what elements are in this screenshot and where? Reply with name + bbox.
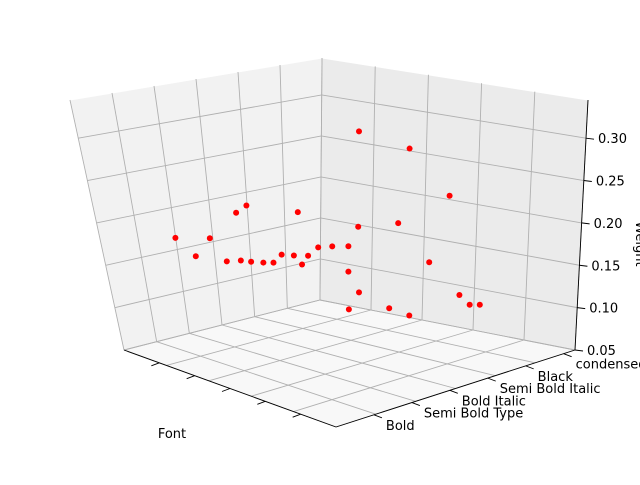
data-point [406, 312, 413, 319]
data-point [345, 268, 352, 275]
data-point [248, 258, 255, 265]
data-point [192, 253, 199, 260]
data-point [290, 252, 297, 259]
grid-line [472, 83, 483, 331]
data-point [243, 202, 250, 209]
y-tick [525, 365, 534, 370]
grid-line [87, 135, 584, 181]
grid-line [153, 85, 190, 334]
z-tick-label: 0.10 [589, 302, 618, 317]
grid-line [123, 299, 576, 351]
z-tick-label: 0.20 [594, 217, 623, 232]
y-tick [487, 377, 496, 382]
x-tick [221, 388, 231, 392]
y-axis-line [335, 349, 576, 428]
data-point [456, 291, 463, 298]
data-points [172, 128, 483, 319]
z-tick-label: 0.30 [598, 132, 627, 147]
data-point [446, 192, 453, 199]
z-tick [585, 137, 595, 140]
y-tick [563, 353, 572, 358]
grid-line [96, 176, 582, 224]
x-tick [292, 413, 301, 418]
y-tick-label: Bold Italic [462, 394, 526, 409]
data-point [476, 301, 483, 308]
data-point [466, 301, 473, 308]
grid-line [421, 74, 429, 321]
z-tick-label: 0.05 [587, 344, 616, 359]
x-axis-label: Font [158, 427, 186, 442]
y-tick [373, 414, 383, 419]
grid-line [293, 339, 525, 413]
grid-line [105, 217, 580, 266]
grid-line [254, 316, 496, 377]
data-point [329, 243, 336, 250]
x-tick [257, 400, 266, 405]
grid-line [166, 309, 372, 366]
y-tick-label: Bold [386, 419, 415, 434]
grid-line [237, 71, 256, 317]
x-tick [151, 362, 160, 367]
x-tick [186, 375, 195, 380]
data-point [299, 261, 306, 268]
grid-line [287, 307, 536, 364]
back-wall-pane [319, 57, 589, 351]
y-tick-label: Semi Bold Type [424, 407, 523, 422]
grid-line [69, 99, 125, 351]
z-axis-line [574, 99, 589, 351]
grid-line [195, 78, 223, 326]
z-tick [577, 307, 586, 310]
y-tick [449, 389, 458, 394]
data-point [233, 209, 240, 216]
grid-line [208, 319, 423, 382]
data-point [172, 234, 179, 241]
grid-line [523, 91, 536, 341]
grid-line [319, 57, 323, 301]
z-tick-label: 0.25 [596, 175, 625, 190]
data-point [355, 223, 362, 230]
data-point [406, 145, 413, 152]
data-point [270, 259, 277, 266]
data-point [206, 235, 213, 242]
axis-panes [69, 57, 589, 428]
data-point [223, 258, 230, 265]
grid-line [279, 64, 288, 309]
z-tick [579, 264, 588, 267]
data-point [237, 257, 244, 264]
data-point [315, 244, 322, 251]
grid-line [111, 92, 158, 342]
y-tick-label: Black [538, 370, 574, 385]
y-tick [411, 402, 421, 406]
data-point [305, 252, 312, 259]
y-tick-label: condensed bold [576, 358, 640, 373]
data-point [260, 259, 267, 266]
z-tick [583, 180, 592, 182]
data-point [278, 251, 285, 258]
data-point [356, 289, 362, 296]
z-tick [574, 349, 584, 352]
grid-line [251, 329, 474, 397]
data-point [356, 128, 362, 135]
z-tick [581, 222, 590, 225]
data-point [395, 220, 402, 227]
data-point [345, 243, 352, 250]
z-tick-label: 0.15 [591, 259, 620, 274]
y-tick-label: Semi Bold Italic [500, 382, 601, 397]
grid-line [189, 332, 416, 402]
data-point [386, 305, 393, 312]
z-axis-label: Weight [632, 221, 640, 266]
axis-lines [123, 99, 595, 428]
data-point [294, 209, 301, 216]
data-point [426, 259, 433, 266]
grid-line [221, 324, 456, 389]
grid-line [370, 66, 376, 311]
grid-line [78, 94, 587, 139]
data-point [345, 306, 352, 313]
grid-line [156, 341, 376, 415]
grid-line [114, 258, 578, 309]
